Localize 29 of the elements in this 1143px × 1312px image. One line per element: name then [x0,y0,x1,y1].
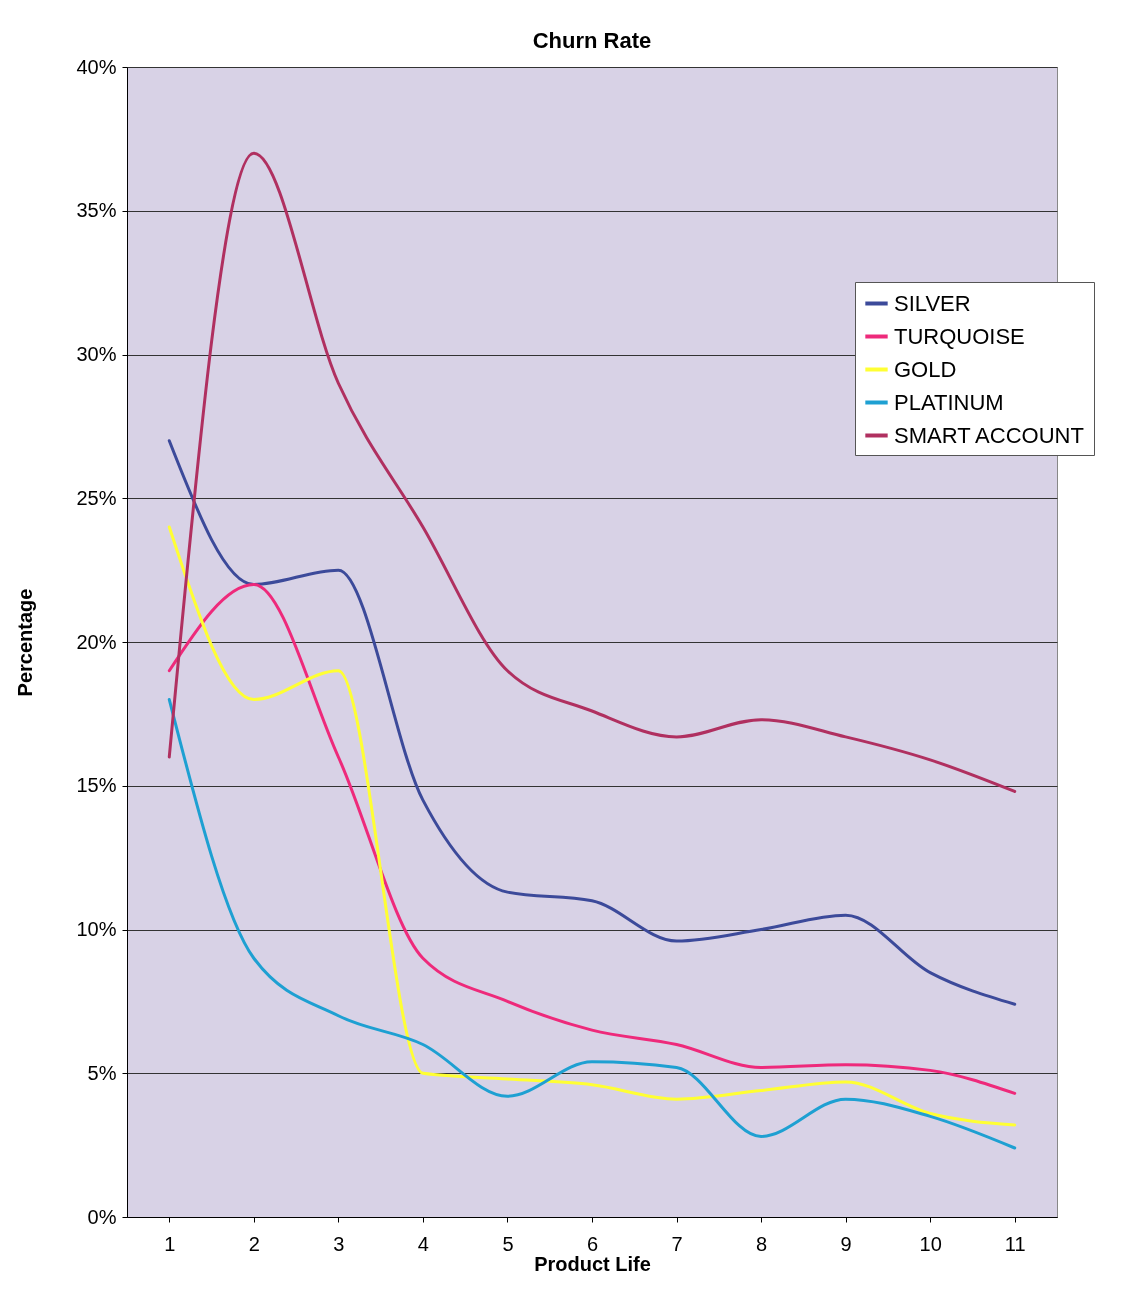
y-tick-label: 30% [76,343,117,365]
chart-title: Churn Rate [532,28,652,53]
y-tick-label: 10% [76,918,117,940]
y-tick-label: 5% [87,1061,117,1084]
y-axis-title: Percentage [14,588,37,697]
x-tick-label: 2 [248,1232,260,1255]
y-tick-label: 0% [87,1205,117,1228]
x-tick-label: 3 [333,1232,345,1255]
legend-label: TURQUOISE [894,323,1025,349]
y-tick-label: 25% [76,486,117,509]
legend-label: SILVER [894,290,971,316]
legend-label: PLATINUM [894,389,1004,415]
x-tick-label: 6 [586,1232,599,1255]
line-series [167,698,1017,1150]
x-axis-title: Product Life [534,1252,651,1275]
x-tick-label: 4 [417,1232,429,1255]
legend-label: SMART ACCOUNT [894,422,1084,448]
x-tick-label: 7 [671,1232,683,1255]
x-tick-label: 5 [502,1232,514,1255]
y-tick-label: 20% [76,630,117,653]
x-tick-label: 11 [1004,1232,1026,1255]
legend-label: GOLD [894,356,957,382]
x-tick-label: 10 [919,1232,942,1255]
y-tick-label: 15% [76,774,117,797]
y-tick-label: 40% [76,55,117,78]
x-tick-label: 8 [756,1232,768,1255]
x-tick-label: 1 [164,1232,176,1255]
x-tick-label: 9 [840,1232,852,1255]
y-tick-label: 35% [76,199,117,222]
